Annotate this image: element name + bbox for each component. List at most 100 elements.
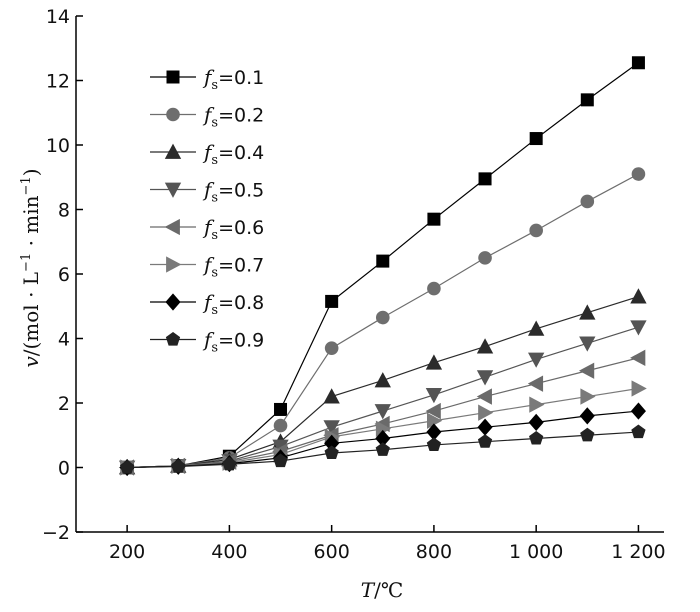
x-tick-label: 1 200 [611, 541, 665, 563]
data-point [477, 434, 493, 448]
data-point [527, 375, 544, 392]
data-point [425, 354, 443, 370]
legend-item: fs=0.5 [150, 178, 264, 206]
legend-marker [164, 182, 182, 198]
data-point [324, 341, 339, 355]
data-point [120, 460, 135, 474]
data-point [631, 424, 646, 439]
data-point [631, 167, 646, 181]
legend-value: =0.9 [218, 330, 264, 352]
data-point [171, 459, 186, 473]
data-point [630, 288, 647, 304]
legend-sub: s [211, 153, 218, 168]
data-point [478, 251, 492, 265]
series-triangle-right [120, 380, 647, 476]
data-point [528, 352, 545, 368]
legend-item: fs=0.2 [150, 103, 264, 131]
y-tick-label: 10 [46, 135, 70, 157]
x-axis-title: T/℃ [361, 578, 403, 602]
x-tick-label: 1 000 [509, 541, 563, 563]
legend-label: fs=0.2 [202, 103, 264, 131]
legend-sub: s [211, 116, 218, 131]
y-axis-mid: · min [19, 195, 43, 252]
x-tick-label: 200 [109, 541, 145, 563]
y-axis-unit: /(mol · L [19, 272, 43, 356]
data-point [631, 380, 647, 397]
legend-item: fs=0.8 [150, 290, 264, 318]
data-point [274, 402, 288, 416]
data-point [478, 172, 492, 186]
data-point [376, 254, 390, 268]
data-point [222, 456, 237, 471]
legend-marker [165, 332, 181, 346]
legend-sub: s [211, 266, 218, 281]
data-point [374, 372, 391, 388]
y-axis-sup-2: −1 [19, 176, 34, 195]
legend-marker [166, 256, 182, 273]
y-axis-ticks: −2 0 2 4 6 8 10 12 14 [42, 6, 83, 544]
data-point [325, 294, 339, 308]
series-layer [118, 56, 647, 477]
y-tick-label: 14 [46, 6, 70, 28]
legend-item: fs=0.1 [150, 65, 264, 93]
data-point [631, 56, 645, 70]
legend-sub: s [211, 191, 218, 206]
data-point [579, 407, 595, 425]
data-point [477, 418, 493, 436]
y-tick-label: 6 [58, 264, 70, 286]
legend-sub: s [211, 78, 218, 93]
legend: fs=0.1 fs=0.2 fs=0.4 fs=0.5 fs=0.6 fs=0.7 fs=0… [150, 65, 264, 356]
data-point [476, 338, 494, 354]
y-tick-label: 4 [58, 329, 70, 351]
legend-value: =0.6 [218, 217, 264, 239]
data-point [273, 418, 288, 433]
y-axis-var: v [19, 356, 43, 368]
legend-marker [166, 107, 180, 122]
legend-item: fs=0.7 [150, 253, 264, 281]
legend-label: fs=0.8 [202, 290, 264, 318]
data-point [630, 349, 646, 367]
legend-item: fs=0.6 [150, 215, 264, 243]
data-point [375, 442, 390, 456]
legend-value: =0.7 [218, 255, 264, 277]
x-axis-unit: /℃ [374, 578, 403, 602]
legend-value: =0.1 [218, 67, 264, 89]
y-tick-label: 0 [58, 458, 70, 480]
legend-label: fs=0.5 [202, 178, 264, 206]
y-axis-title: v/(mol · L−1 · min−1) [19, 168, 43, 367]
legend-item: fs=0.4 [150, 140, 264, 168]
legend-value: =0.4 [218, 142, 264, 164]
legend-label: fs=0.1 [202, 65, 264, 93]
data-point [529, 396, 545, 413]
data-point [579, 336, 596, 352]
data-point [528, 320, 545, 336]
x-axis-var: T [361, 578, 376, 602]
data-point [529, 430, 544, 445]
y-tick-label: 8 [58, 200, 70, 222]
data-point [323, 420, 340, 436]
data-point [324, 445, 339, 460]
legend-sub: s [211, 341, 218, 356]
data-point [374, 404, 391, 420]
legend-marker [166, 70, 180, 84]
legend-label: fs=0.6 [202, 215, 264, 243]
legend-label: fs=0.4 [202, 140, 264, 168]
legend-sub: s [211, 303, 218, 318]
x-tick-label: 800 [416, 541, 452, 563]
data-point [630, 402, 646, 420]
data-point [427, 212, 441, 226]
y-tick-label: 2 [58, 393, 70, 415]
data-point [476, 388, 492, 405]
y-axis-end: ) [19, 168, 43, 176]
x-tick-label: 600 [314, 541, 350, 563]
data-point [426, 437, 442, 451]
legend-value: =0.8 [218, 292, 264, 314]
legend-marker [164, 143, 182, 159]
y-tick-label: −2 [42, 522, 70, 544]
data-point [375, 310, 390, 325]
legend-item: fs=0.9 [150, 328, 264, 356]
x-axis-ticks: 200 400 600 800 1 000 1 200 [109, 525, 666, 563]
legend-marker [164, 218, 180, 236]
axes [75, 16, 664, 533]
data-point [529, 223, 543, 238]
